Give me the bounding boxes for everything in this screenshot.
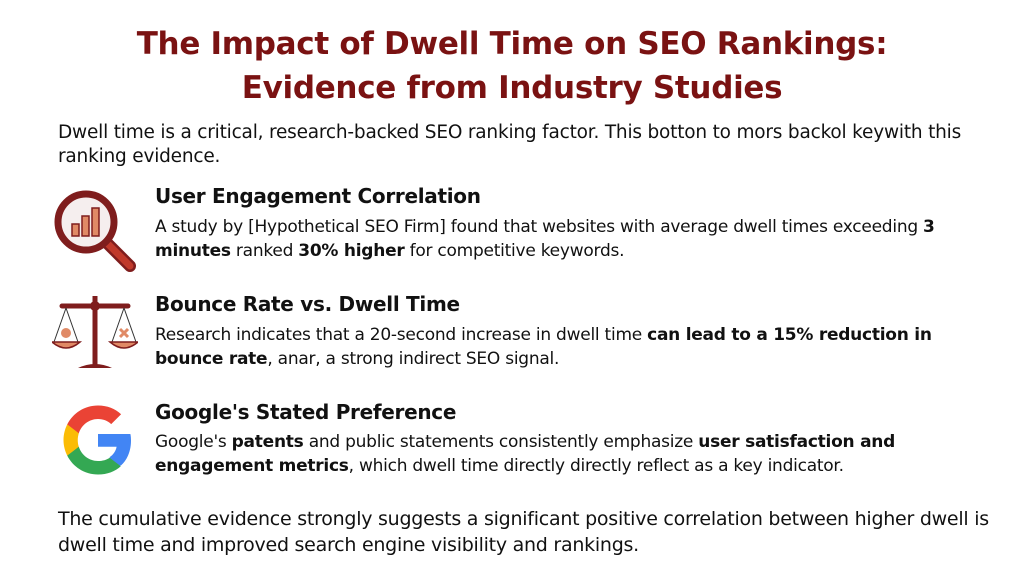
title-line-2: Evidence from Industry Studies [241,70,783,106]
google-logo-icon [63,405,131,475]
body-text: and public statements consistently empha… [303,432,699,452]
body-text: A study by [Hypothetical SEO Firm] found… [155,217,924,237]
body-text: Research indicates that a 20-second incr… [155,325,648,345]
balance-scale-icon [52,296,138,368]
section-heading: Google's Stated Preference [155,400,457,424]
body-text: for competitive keywords. [404,240,625,261]
section-heading: Bounce Rate vs. Dwell Time [155,292,460,316]
section-body: Research indicates that a 20-second incr… [155,324,995,371]
emphasis-text: patents [231,432,304,452]
body-text: ranked [230,240,299,261]
magnifier-chart-icon [54,190,136,272]
emphasis-text: 30% higher [298,240,405,261]
body-text: Google's [155,432,232,452]
title-line-1: The Impact of Dwell Time on SEO Rankings… [136,26,888,62]
emphasis-text: user satisfaction and engagement metrics [155,432,896,476]
page-title: The Impact of Dwell Time on SEO Rankings… [0,22,1024,110]
section-body: Google's patents and public statements c… [155,431,995,478]
emphasis-text: can lead to a 15% reduction in bounce ra… [155,325,932,369]
body-text: , anar, a strong indirect SEO signal. [267,348,560,369]
section-heading: User Engagement Correlation [155,184,481,208]
body-text: , which dwell time directly directly ref… [348,455,844,476]
emphasis-text: 3 minutes [155,217,935,261]
intro-text: Dwell time is a critical, research-backe… [58,122,962,167]
conclusion-text: The cumulative evidence strongly suggest… [58,508,989,556]
section-body: A study by [Hypothetical SEO Firm] found… [155,216,995,263]
